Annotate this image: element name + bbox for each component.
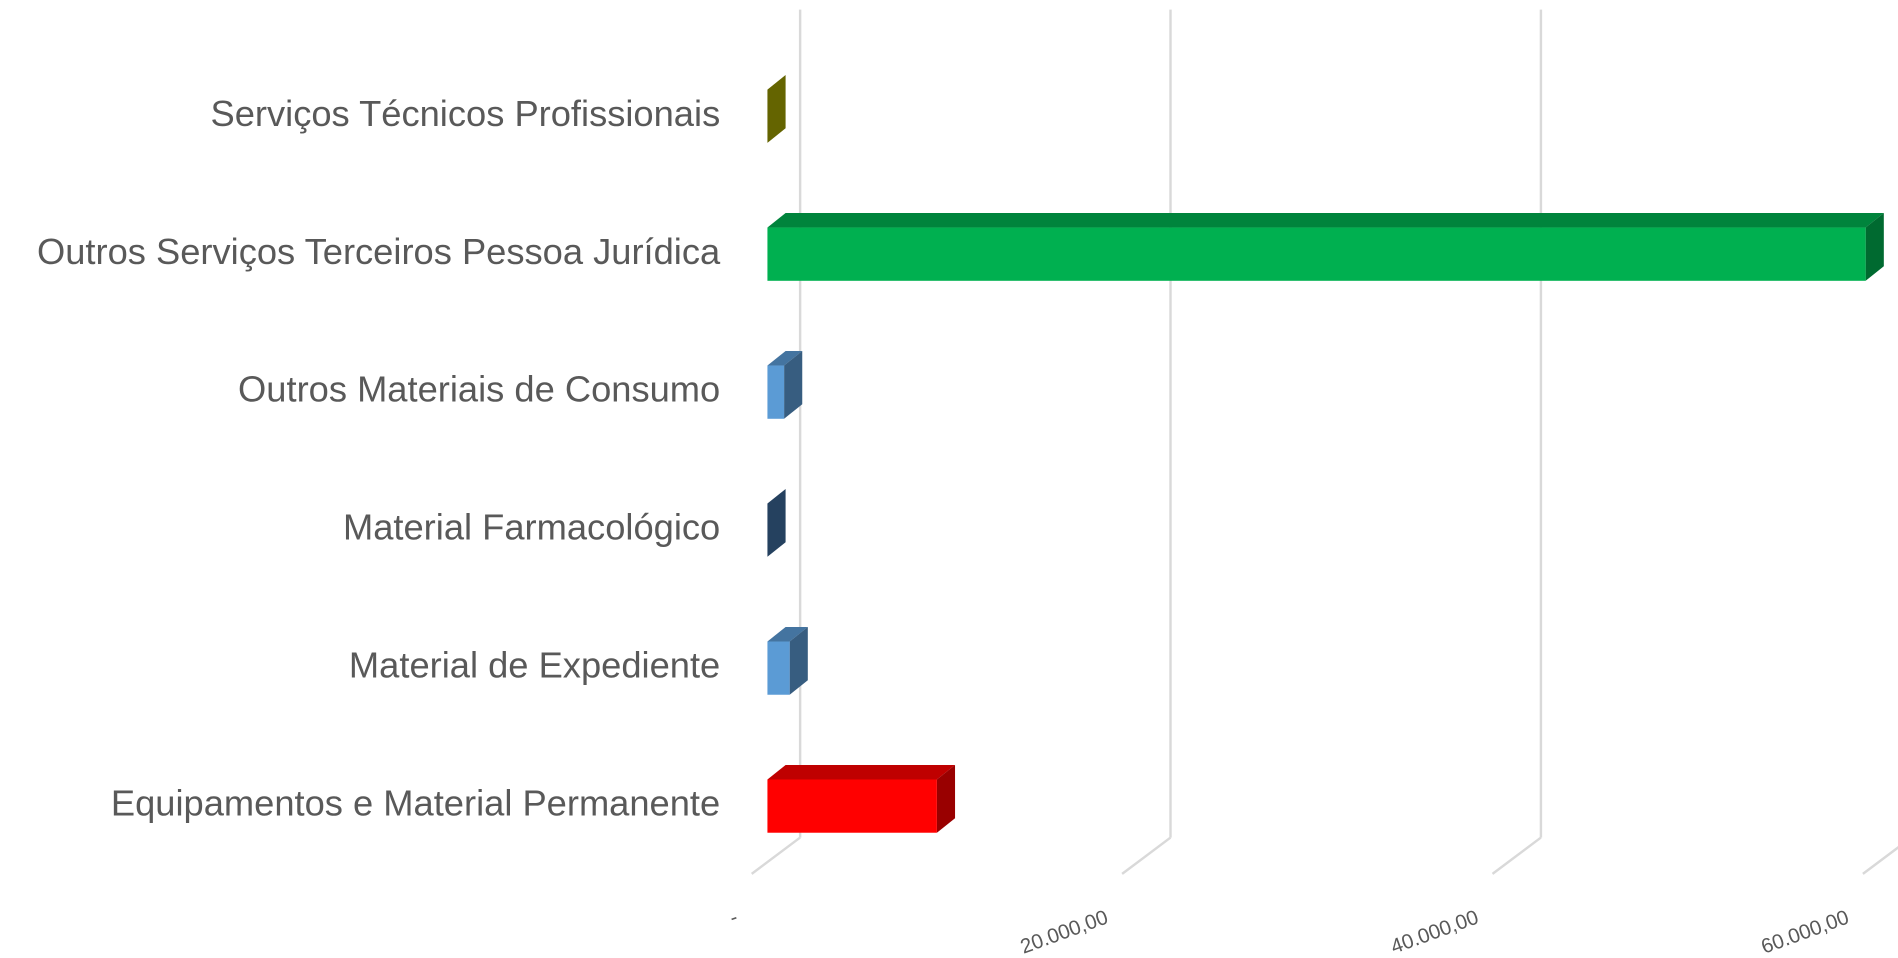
- category-label: Equipamentos e Material Permanente: [111, 783, 720, 824]
- bar: [767, 75, 786, 143]
- bar: [767, 626, 808, 695]
- bar: [767, 213, 1884, 281]
- category-label: Outros Serviços Terceiros Pessoa Jurídic…: [37, 231, 721, 272]
- bar-face: [784, 351, 803, 419]
- category-label: Material de Expediente: [349, 645, 720, 686]
- floor-line: [1121, 836, 1172, 875]
- x-tick-label: 20.000,00: [1017, 906, 1111, 958]
- x-tick-label: 40.000,00: [1388, 906, 1482, 958]
- bar-face: [767, 365, 785, 419]
- bar-face: [767, 779, 937, 833]
- category-label: Outros Materiais de Consumo: [238, 369, 720, 410]
- category-label: Serviços Técnicos Profissionais: [210, 93, 720, 134]
- bar-face: [1865, 213, 1884, 281]
- bar: [767, 351, 803, 419]
- bar-face: [767, 351, 803, 366]
- bar-face: [767, 626, 808, 642]
- x-tick-label: 60.000,00: [1758, 906, 1852, 958]
- x-tick-label: -: [726, 906, 740, 930]
- bar-face: [789, 626, 808, 695]
- floor-line: [1491, 836, 1542, 875]
- bar: [767, 764, 956, 833]
- bar-face: [767, 641, 790, 695]
- bar-face: [936, 764, 956, 833]
- bar-face: [767, 213, 1884, 228]
- bar-face: [767, 488, 786, 557]
- bar-face: [767, 227, 1866, 281]
- bar-face: [767, 764, 956, 780]
- floor-line: [750, 836, 801, 875]
- floor-line: [1862, 846, 1898, 875]
- category-label: Material Farmacológico: [343, 507, 720, 548]
- bar: [767, 488, 786, 557]
- bar-face: [767, 75, 786, 143]
